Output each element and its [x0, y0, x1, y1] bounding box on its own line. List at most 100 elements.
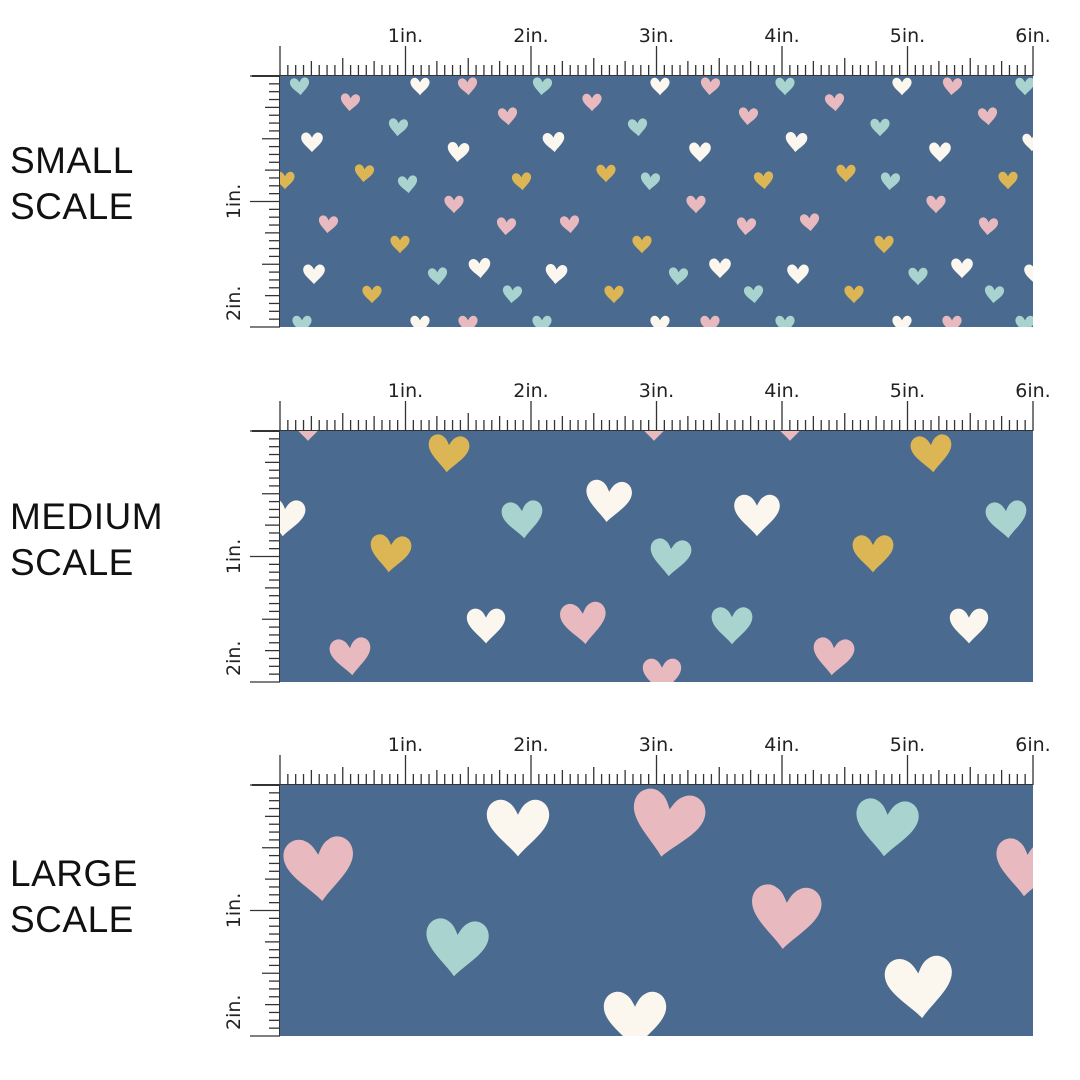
heart-icon	[852, 535, 894, 573]
heart-icon	[998, 171, 1018, 190]
ruler-top-label: 4in.	[764, 25, 799, 47]
heart-icon	[532, 77, 553, 96]
ruler-side-label: 1in.	[223, 893, 245, 928]
heart-icon	[362, 285, 382, 304]
heart-icon	[318, 215, 339, 234]
heart-icon	[984, 285, 1005, 304]
heart-icon	[298, 431, 318, 441]
heart-icon	[686, 195, 706, 214]
heart-icon	[926, 195, 946, 214]
heart-icon	[753, 171, 774, 190]
heart-icon	[559, 215, 580, 234]
ruler-top-label: 5in.	[890, 380, 925, 402]
ruler-side-label: 1in.	[223, 539, 245, 574]
heart-icon	[457, 77, 478, 96]
fabric-swatch	[280, 785, 1033, 1036]
heart-icon	[668, 267, 689, 286]
ruler-top-label: 3in.	[639, 25, 674, 47]
heart-icon	[603, 991, 667, 1036]
heart-icon	[280, 171, 295, 190]
medium-scale-label: MEDIUM SCALE	[10, 494, 163, 586]
heart-icon	[689, 142, 711, 163]
heart-icon	[996, 838, 1033, 897]
heart-icon	[633, 788, 706, 857]
heart-icon	[880, 172, 901, 191]
heart-icon	[650, 538, 692, 577]
heart-icon	[743, 285, 764, 304]
ruler-top-label: 3in.	[639, 380, 674, 402]
heart-icon	[444, 195, 464, 214]
heart-icon	[501, 500, 543, 539]
heart-icon	[586, 479, 632, 523]
heart-icon	[856, 798, 919, 857]
large-scale-label: LARGE SCALE	[10, 851, 138, 943]
heart-icon	[824, 93, 845, 112]
ruler-top-label: 2in.	[513, 380, 548, 402]
heart-icon	[813, 637, 855, 676]
heart-icon	[428, 434, 470, 473]
heart-icon	[978, 217, 999, 236]
heart-icon	[301, 132, 323, 153]
ruler-top-label: 6in.	[1015, 25, 1050, 47]
ruler-top-label: 2in.	[513, 25, 548, 47]
scale-label-line2: SCALE	[10, 899, 134, 940]
heart-icon	[734, 494, 780, 537]
heart-icon	[280, 498, 306, 537]
heart-icon	[640, 172, 661, 191]
heart-icon	[604, 285, 624, 304]
heart-icon	[709, 258, 731, 279]
heart-icon	[700, 315, 720, 327]
heart-icon	[582, 93, 602, 112]
heart-icon	[458, 315, 478, 327]
heart-icon	[775, 77, 795, 96]
scale-label-line2: SCALE	[10, 542, 134, 583]
ruler-top-label: 4in.	[764, 734, 799, 756]
heart-icon	[292, 315, 312, 327]
heart-icon	[466, 608, 506, 644]
heart-icon	[560, 601, 606, 645]
heart-icon	[942, 315, 962, 327]
ruler-top-label: 3in.	[639, 734, 674, 756]
ruler-side-label: 2in.	[223, 286, 245, 321]
heart-icon	[942, 77, 963, 96]
heart-icon	[785, 132, 808, 153]
heart-icon	[390, 235, 410, 254]
heart-icon	[752, 884, 822, 950]
fabric-swatch	[280, 431, 1033, 682]
scale-label-line1: LARGE	[10, 853, 138, 894]
heart-icon	[1024, 264, 1033, 282]
heart-icon	[497, 107, 518, 126]
heart-pattern	[280, 431, 1027, 682]
heart-icon	[486, 799, 550, 857]
ruler-side-label: 2in.	[223, 641, 245, 676]
heart-icon	[340, 93, 361, 112]
ruler-side-label: 1in.	[223, 184, 245, 219]
heart-icon	[977, 107, 998, 126]
heart-icon	[787, 264, 809, 285]
heart-icon	[736, 217, 757, 236]
heart-icon	[985, 500, 1027, 539]
heart-icon	[427, 267, 448, 286]
heart-icon	[929, 142, 951, 163]
heart-icon	[426, 918, 489, 977]
heart-icon	[496, 217, 517, 236]
heart-icon	[410, 315, 430, 327]
heart-icon	[949, 608, 989, 644]
ruler-top-label: 5in.	[890, 734, 925, 756]
heart-icon	[289, 77, 310, 96]
heart-icon	[388, 118, 409, 137]
heart-icon	[511, 172, 532, 191]
heart-icon	[711, 607, 753, 645]
heart-icon	[329, 637, 371, 676]
ruler-top-label: 1in.	[388, 734, 423, 756]
ruler-top-label: 4in.	[764, 380, 799, 402]
heart-icon	[884, 955, 952, 1019]
heart-icon	[644, 431, 664, 441]
ruler-top-label: 6in.	[1015, 734, 1050, 756]
heart-icon	[892, 77, 912, 96]
heart-icon	[910, 434, 952, 473]
scale-label-line1: SMALL	[10, 140, 134, 181]
heart-pattern	[283, 788, 1033, 1036]
heart-icon	[532, 315, 552, 327]
heart-icon	[799, 213, 820, 232]
